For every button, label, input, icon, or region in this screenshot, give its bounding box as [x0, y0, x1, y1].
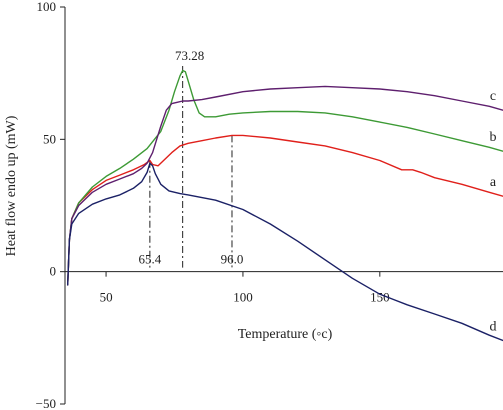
- series-line-b: [67, 69, 503, 286]
- y-tick-label-50: 50: [43, 131, 56, 146]
- series-label-d: d: [490, 319, 497, 334]
- y-tick-label-100: 100: [37, 0, 57, 14]
- y-tick-label--50: −50: [36, 396, 56, 410]
- series-line-c: [67, 85, 503, 286]
- y-tick-label-0: 0: [50, 264, 57, 279]
- series-group: a b c d: [67, 69, 503, 342]
- series-line-d: [67, 162, 503, 342]
- x-tick-label-50: 50: [100, 290, 113, 305]
- series-label-b: b: [490, 130, 497, 145]
- series-label-c: c: [490, 89, 496, 104]
- x-tick-label-150: 150: [370, 290, 390, 305]
- x-axis-title: Temperature (◦c): [238, 327, 333, 342]
- series-line-a: [67, 134, 503, 286]
- annotation-label-96.0: 96.0: [221, 252, 244, 267]
- peak-annotations: 65.4 73.28 96.0: [138, 48, 243, 268]
- series-label-a: a: [490, 175, 497, 190]
- annotation-label-65.4: 65.4: [138, 252, 161, 267]
- axes-group: −50 0 50 100 50 100 150: [36, 0, 503, 410]
- annotation-label-73.28: 73.28: [175, 48, 204, 63]
- y-axis-title: Heat flow endo up (mW): [4, 115, 19, 256]
- x-tick-label-100: 100: [233, 290, 253, 305]
